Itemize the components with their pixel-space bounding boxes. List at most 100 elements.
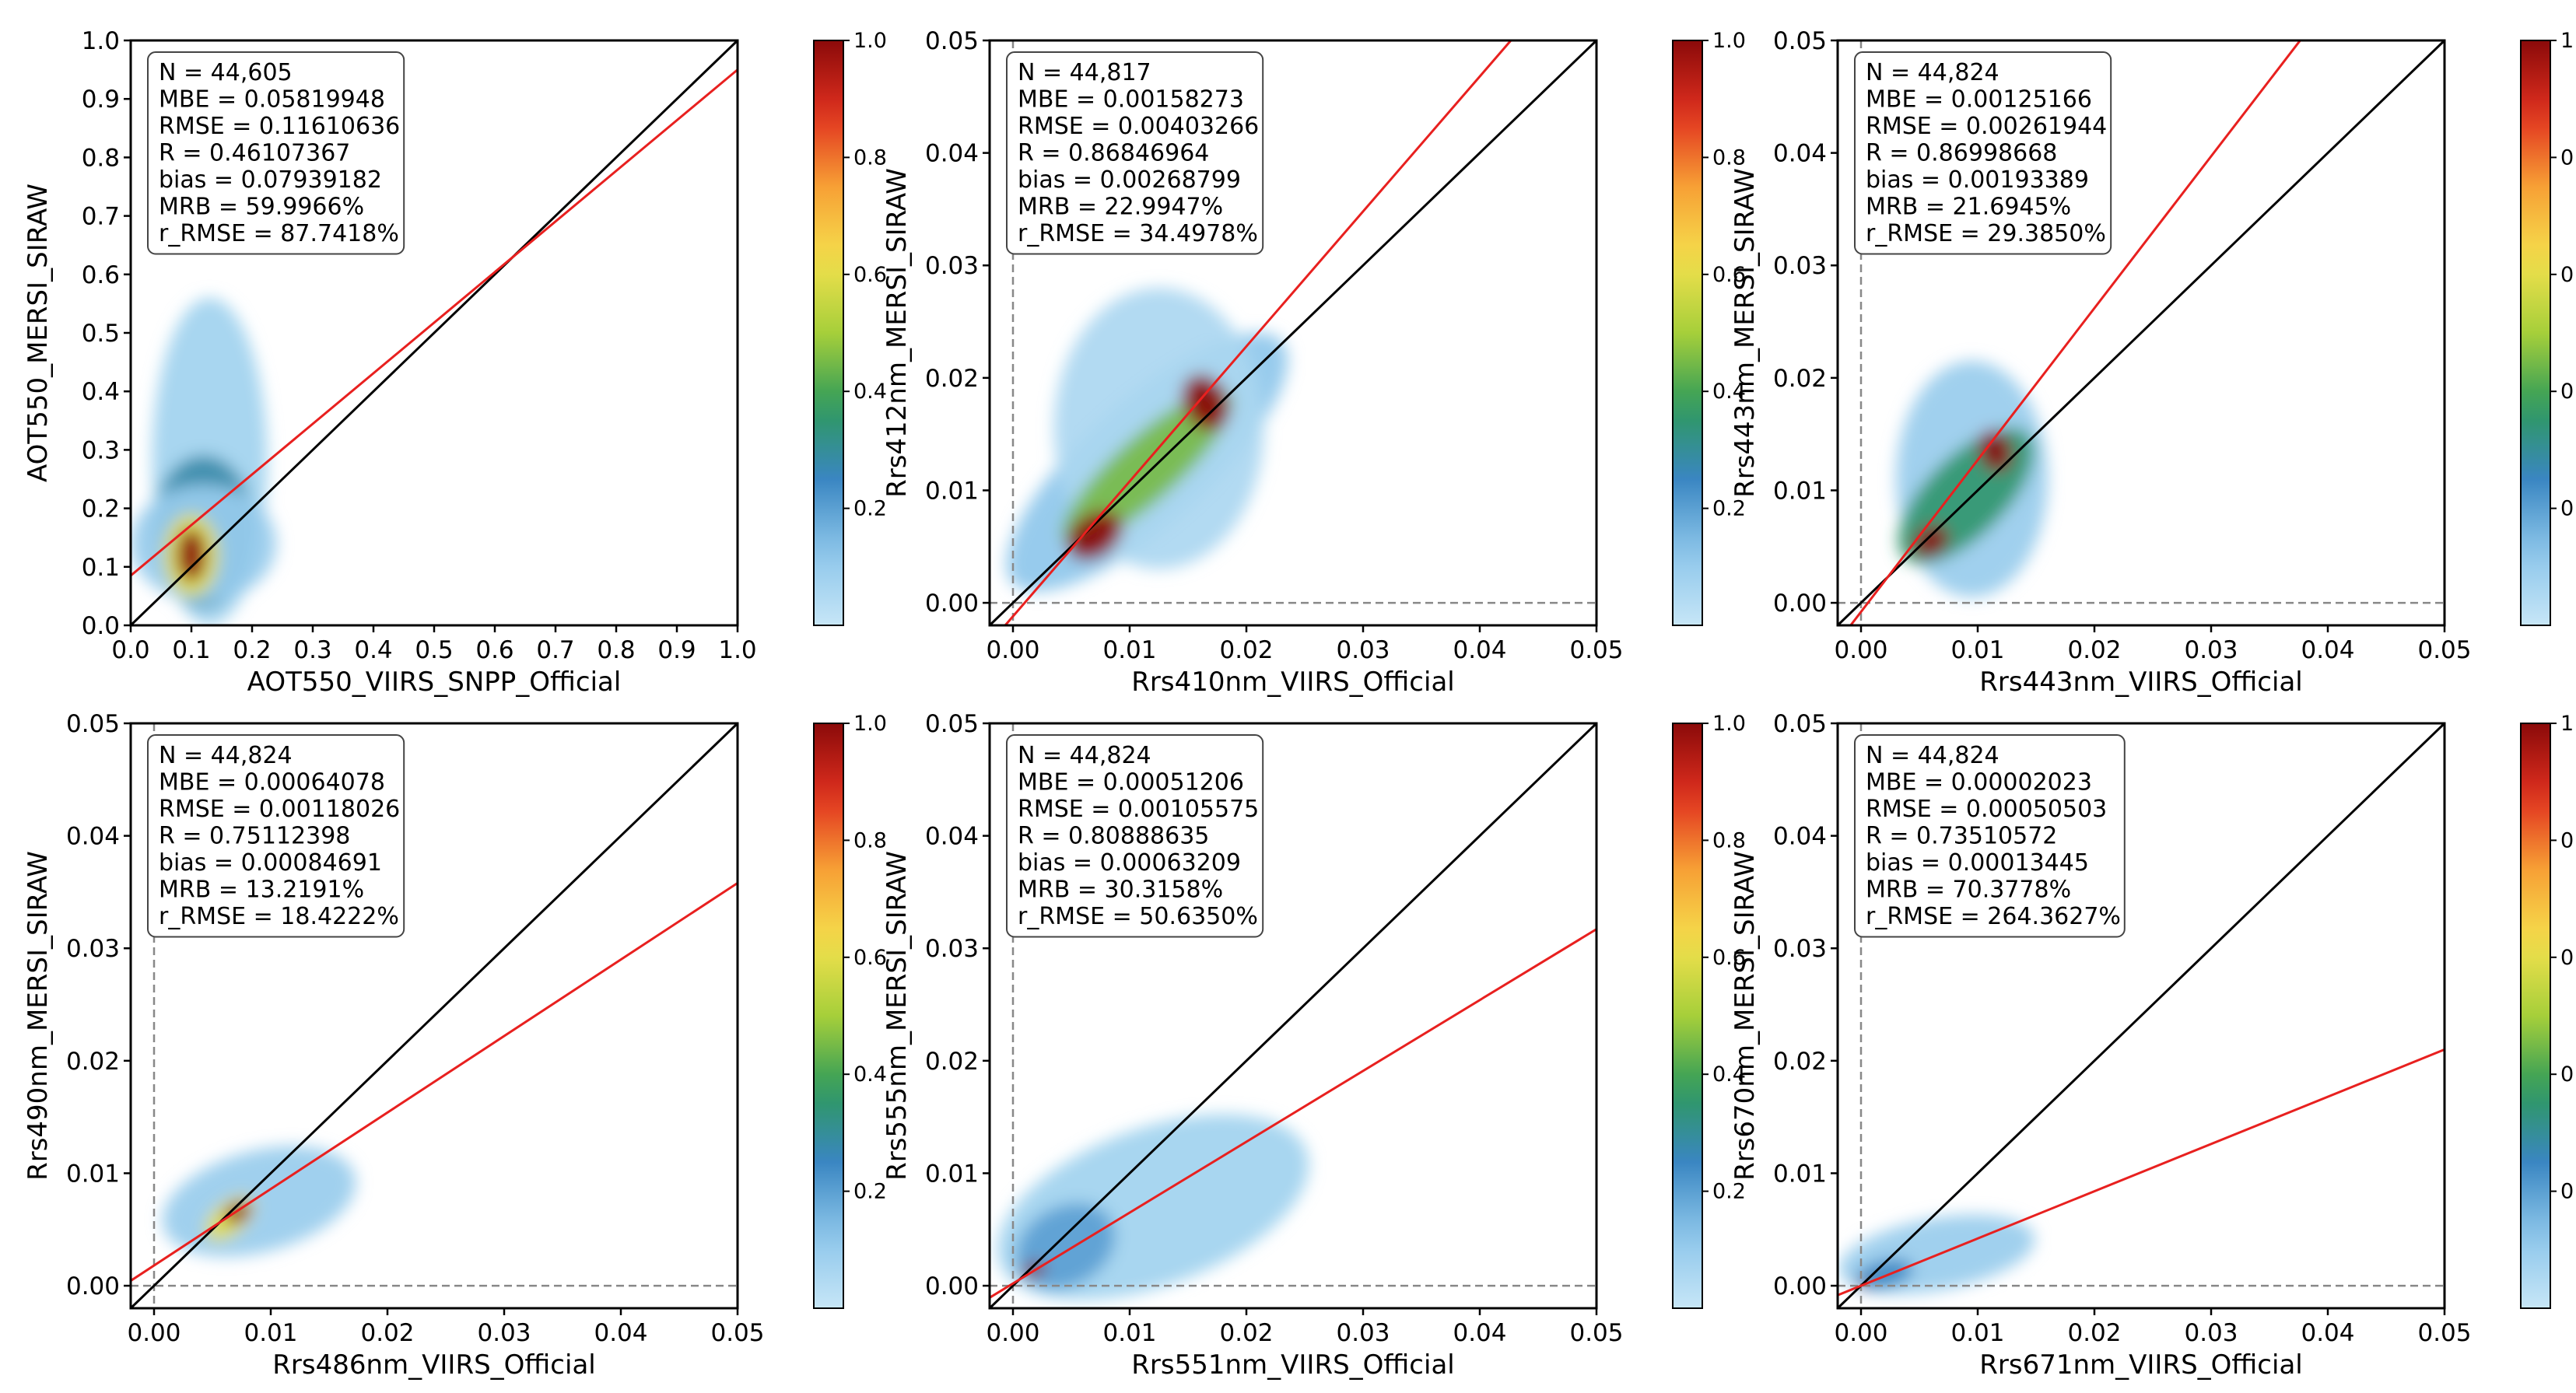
stats-line: bias = 0.00013445 — [1866, 849, 2089, 877]
y-tick-label: 0.0 — [82, 612, 120, 640]
colorbar-tick-label: 0.6 — [1712, 263, 1746, 287]
y-tick-label: 0.9 — [82, 86, 120, 114]
stats-line: N = 44,824 — [1866, 59, 1999, 86]
y-axis-label: AOT550_MERSI_SIRAW — [23, 184, 54, 482]
y-tick-label: 0.7 — [82, 203, 120, 231]
density-blob — [177, 528, 206, 582]
stats-box-frame — [1854, 734, 2126, 938]
colorbar-tick-label: 0.6 — [1712, 946, 1746, 970]
x-tick-label: 0.3 — [293, 636, 331, 664]
plot-area — [1838, 40, 2445, 625]
y-tick-label: 0.8 — [82, 144, 120, 172]
x-tick-label: 0.4 — [354, 636, 392, 664]
colorbar-gradient — [813, 40, 844, 626]
x-axis-label: Rrs443nm_VIIRS_Official — [1979, 667, 2302, 698]
stats-line: r_RMSE = 18.4222% — [159, 903, 399, 930]
y-axis-label: Rrs490nm_MERSI_SIRAW — [23, 851, 54, 1181]
colorbar-tick-label: 0.8 — [2560, 828, 2576, 852]
x-tick-label: 0.04 — [2301, 1319, 2354, 1347]
stats-line: r_RMSE = 34.4978% — [1018, 220, 1258, 247]
stats-line: N = 44,817 — [1018, 59, 1151, 86]
stats-line: R = 0.46107367 — [159, 140, 350, 167]
y-axis-label: Rrs443nm_MERSI_SIRAW — [1730, 168, 1761, 498]
plot-area — [131, 40, 738, 625]
colorbar-gradient — [1672, 723, 1703, 1309]
y-tick-label: 0.4 — [82, 378, 120, 406]
x-axis-label: Rrs671nm_VIIRS_Official — [1979, 1349, 2302, 1381]
y-axis-label: Rrs670nm_MERSI_SIRAW — [1730, 851, 1761, 1181]
y-tick-label: 0.02 — [1773, 365, 1827, 393]
colorbar-tick-label: 0.6 — [2560, 263, 2576, 287]
x-tick-label: 0.04 — [1453, 1319, 1506, 1347]
colorbar-tick-label: 0.8 — [1712, 145, 1746, 170]
density-blob — [1067, 510, 1123, 561]
x-tick-label: 0.01 — [1950, 1319, 2004, 1347]
stats-line: MBE = 0.00158273 — [1018, 86, 1244, 114]
y-tick-label: 0.3 — [82, 436, 120, 464]
y-tick-label: 0.05 — [1773, 27, 1827, 55]
stats-line: R = 0.86846964 — [1018, 140, 1209, 167]
x-tick-label: 0.02 — [2067, 636, 2121, 664]
stats-line: N = 44,824 — [1018, 742, 1151, 769]
colorbar-tick-label: 1.0 — [1712, 29, 1746, 53]
y-tick-label: 0.01 — [66, 1160, 120, 1188]
colorbar-tick-label: 0.4 — [853, 380, 887, 404]
one-to-one-line — [131, 723, 738, 1308]
x-tick-label: 0.01 — [1102, 636, 1156, 664]
density-cloud — [997, 1114, 1309, 1300]
x-tick-label: 0.01 — [1102, 1319, 1156, 1347]
regression-line — [990, 928, 1596, 1299]
y-tick-label: 0.01 — [1773, 1160, 1827, 1188]
stats-line: bias = 0.00193389 — [1866, 166, 2089, 194]
stats-box-frame — [147, 734, 405, 938]
x-axis-label: Rrs410nm_VIIRS_Official — [1131, 667, 1454, 698]
y-tick-label: 0.01 — [925, 1160, 979, 1188]
colorbar: 0.2 0.4 0.6 0.8 1.0 — [2520, 29, 2576, 626]
x-tick-label: 0.05 — [1569, 1319, 1623, 1347]
stats-line: bias = 0.00084691 — [159, 849, 382, 877]
x-tick-label: 0.5 — [415, 636, 453, 664]
x-tick-label: 0.05 — [710, 1319, 764, 1347]
y-tick-label: 0.03 — [66, 935, 120, 963]
panel-2: 0.00 0.01 0.02 0.03 0.04 0.05 0.00 0.01 0.02 0.03… — [881, 27, 1746, 698]
y-tick-label: 0.00 — [925, 590, 979, 618]
y-tick-label: 0.5 — [82, 320, 120, 348]
x-tick-label: 0.02 — [2067, 1319, 2121, 1347]
x-tick-label: 0.01 — [244, 1319, 297, 1347]
axes-frame — [1836, 39, 2446, 627]
stats-line: MBE = 0.00002023 — [1866, 769, 2092, 796]
colorbar-tick-label: 0.4 — [2560, 380, 2576, 404]
y-tick-label: 0.6 — [82, 261, 120, 289]
x-tick-label: 0.8 — [597, 636, 635, 664]
x-tick-label: 0.04 — [2301, 636, 2354, 664]
x-tick-label: 0.00 — [127, 1319, 180, 1347]
colorbar-tick-label: 1.0 — [1712, 712, 1746, 736]
x-tick-label: 0.03 — [2184, 1319, 2238, 1347]
x-axis-label: AOT550_VIIRS_SNPP_Official — [247, 667, 622, 698]
y-tick-label: 0.00 — [925, 1272, 979, 1300]
y-tick-label: 0.02 — [925, 365, 979, 393]
stats-line: r_RMSE = 87.7418% — [159, 220, 399, 247]
stats-line: MRB = 13.2191% — [159, 877, 364, 904]
colorbar-tick-label: 0.4 — [2560, 1062, 2576, 1087]
colorbar-gradient — [2520, 40, 2551, 626]
y-tick-label: 0.01 — [925, 477, 979, 505]
colorbar-tick-label: 0.2 — [853, 1180, 887, 1204]
colorbar-tick-label: 0.4 — [1712, 1062, 1746, 1087]
x-tick-label: 0.00 — [986, 1319, 1039, 1347]
colorbar-tick-label: 0.2 — [2560, 497, 2576, 521]
x-tick-label: 0.04 — [594, 1319, 647, 1347]
stats-line: MBE = 0.05819948 — [159, 86, 385, 114]
y-tick-label: 1.0 — [82, 27, 120, 55]
stats-line: R = 0.75112398 — [159, 823, 350, 850]
y-tick-label: 0.00 — [1773, 590, 1827, 618]
x-tick-label: 0.05 — [2417, 1319, 2471, 1347]
x-tick-label: 0.02 — [1219, 1319, 1273, 1347]
y-tick-label: 0.00 — [66, 1272, 120, 1300]
stats-box-frame — [1006, 51, 1264, 255]
regression-line — [1849, 40, 2302, 625]
